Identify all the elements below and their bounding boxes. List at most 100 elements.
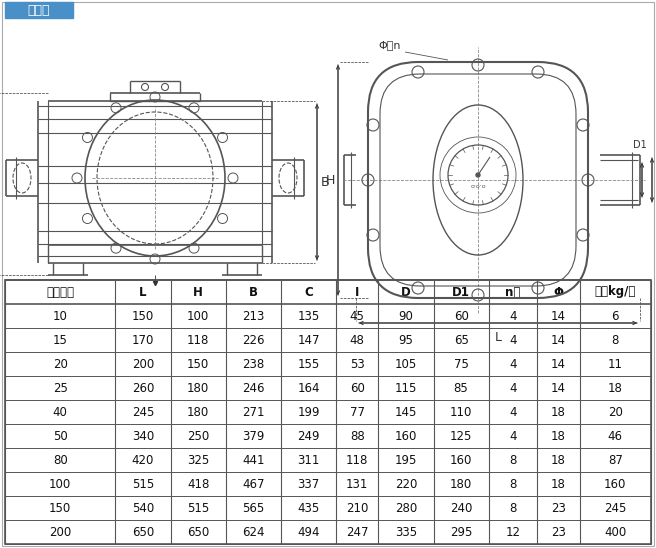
Text: 200: 200 xyxy=(132,357,154,370)
Text: 280: 280 xyxy=(395,501,417,515)
Text: 180: 180 xyxy=(450,477,472,490)
Text: 160: 160 xyxy=(395,430,417,442)
Text: D1: D1 xyxy=(452,286,470,299)
Text: 45: 45 xyxy=(350,310,365,323)
Text: L: L xyxy=(139,286,147,299)
Text: 8: 8 xyxy=(509,501,517,515)
Text: 重量kg/台: 重量kg/台 xyxy=(594,286,636,299)
Text: 400: 400 xyxy=(604,526,626,539)
Text: 238: 238 xyxy=(242,357,264,370)
Text: 12: 12 xyxy=(506,526,520,539)
Text: 170: 170 xyxy=(132,334,154,346)
Text: 515: 515 xyxy=(132,477,154,490)
Text: 180: 180 xyxy=(187,381,209,395)
Text: 77: 77 xyxy=(350,406,365,419)
Text: 95: 95 xyxy=(398,334,413,346)
Text: 4: 4 xyxy=(509,406,517,419)
Text: 245: 245 xyxy=(604,501,626,515)
Text: 650: 650 xyxy=(187,526,209,539)
Text: 23: 23 xyxy=(551,526,566,539)
Text: 20: 20 xyxy=(608,406,623,419)
Text: 4: 4 xyxy=(509,310,517,323)
Text: 4: 4 xyxy=(509,430,517,442)
Text: 494: 494 xyxy=(297,526,319,539)
Text: 379: 379 xyxy=(242,430,264,442)
Text: 8: 8 xyxy=(509,454,517,466)
Text: 14: 14 xyxy=(551,334,566,346)
Text: 260: 260 xyxy=(132,381,154,395)
Text: 88: 88 xyxy=(350,430,365,442)
Text: H: H xyxy=(194,286,203,299)
Text: 624: 624 xyxy=(242,526,264,539)
Text: 48: 48 xyxy=(350,334,365,346)
Text: 150: 150 xyxy=(187,357,209,370)
Text: 249: 249 xyxy=(297,430,319,442)
Bar xyxy=(5,280,651,544)
Text: 467: 467 xyxy=(242,477,264,490)
Text: 160: 160 xyxy=(450,454,472,466)
Text: 46: 46 xyxy=(608,430,623,442)
Text: 18: 18 xyxy=(551,477,566,490)
Text: B: B xyxy=(321,175,329,189)
Text: 60: 60 xyxy=(454,310,468,323)
Text: 110: 110 xyxy=(450,406,472,419)
Text: 18: 18 xyxy=(551,406,566,419)
Text: 199: 199 xyxy=(297,406,319,419)
Text: 80: 80 xyxy=(53,454,68,466)
Text: 60: 60 xyxy=(350,381,365,395)
Text: 4: 4 xyxy=(509,334,517,346)
Text: 325: 325 xyxy=(187,454,209,466)
Text: 6: 6 xyxy=(611,310,619,323)
Text: 226: 226 xyxy=(242,334,264,346)
Text: L: L xyxy=(495,331,501,344)
Text: 23: 23 xyxy=(551,501,566,515)
Text: Φ－n: Φ－n xyxy=(379,40,401,50)
Text: 164: 164 xyxy=(297,381,319,395)
Text: 540: 540 xyxy=(132,501,154,515)
Text: 20: 20 xyxy=(52,357,68,370)
Text: 4: 4 xyxy=(509,357,517,370)
Text: 11: 11 xyxy=(608,357,623,370)
Text: 105: 105 xyxy=(395,357,417,370)
Text: 200: 200 xyxy=(49,526,72,539)
Text: 25: 25 xyxy=(52,381,68,395)
Text: 150: 150 xyxy=(49,501,72,515)
Text: 100: 100 xyxy=(187,310,209,323)
Text: 160: 160 xyxy=(604,477,626,490)
Text: 8: 8 xyxy=(611,334,619,346)
Text: 14: 14 xyxy=(551,357,566,370)
Text: 180: 180 xyxy=(187,406,209,419)
Text: 420: 420 xyxy=(132,454,154,466)
Text: 147: 147 xyxy=(297,334,319,346)
Text: 90: 90 xyxy=(398,310,413,323)
Text: 4: 4 xyxy=(509,381,517,395)
Text: 14: 14 xyxy=(551,310,566,323)
Text: 14: 14 xyxy=(551,381,566,395)
Text: 75: 75 xyxy=(454,357,468,370)
Text: 115: 115 xyxy=(395,381,417,395)
Bar xyxy=(5,2,73,18)
Text: 135: 135 xyxy=(297,310,319,323)
Text: Φ: Φ xyxy=(554,286,564,299)
Text: 118: 118 xyxy=(187,334,209,346)
Text: D: D xyxy=(401,286,411,299)
Text: I: I xyxy=(355,286,359,299)
Text: 8: 8 xyxy=(509,477,517,490)
Text: 145: 145 xyxy=(395,406,417,419)
Text: 10: 10 xyxy=(52,310,68,323)
Text: 65: 65 xyxy=(454,334,468,346)
Text: 271: 271 xyxy=(242,406,264,419)
Circle shape xyxy=(476,173,480,177)
Text: 18: 18 xyxy=(551,454,566,466)
Text: 245: 245 xyxy=(132,406,154,419)
Text: 247: 247 xyxy=(346,526,369,539)
Text: o⋅o⋅o: o⋅o⋅o xyxy=(470,185,486,190)
Text: D1: D1 xyxy=(633,140,647,150)
Text: 246: 246 xyxy=(242,381,264,395)
Text: 118: 118 xyxy=(346,454,369,466)
Text: 131: 131 xyxy=(346,477,369,490)
Text: 565: 565 xyxy=(242,501,264,515)
Text: 18: 18 xyxy=(608,381,623,395)
Text: 87: 87 xyxy=(608,454,623,466)
Text: 公称通径: 公称通径 xyxy=(46,286,74,299)
